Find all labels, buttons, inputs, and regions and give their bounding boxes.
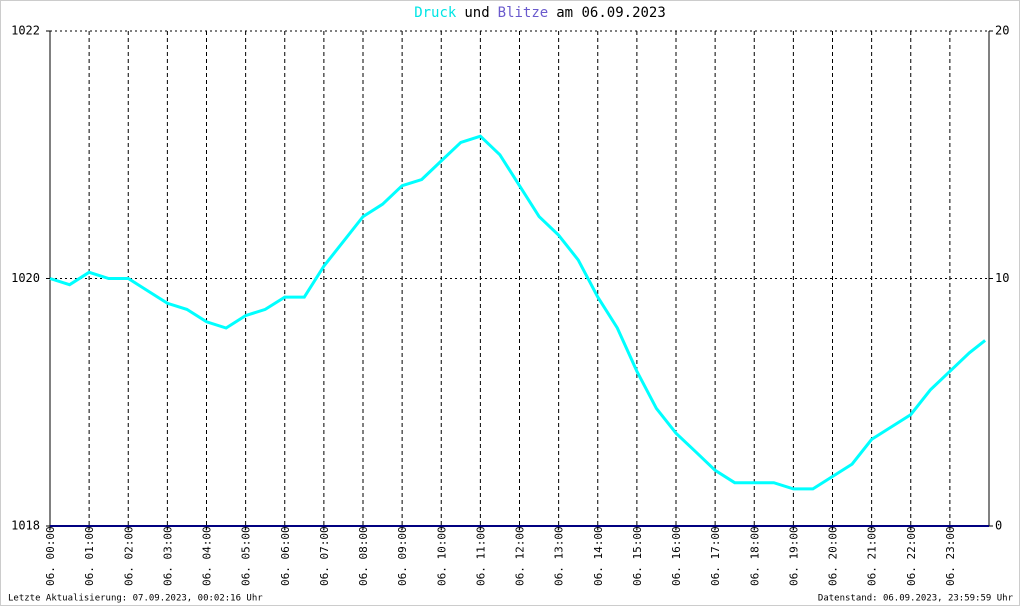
x-tick-label: 06. 14:00	[592, 526, 605, 586]
y2-tick-label: 10	[995, 271, 1009, 285]
x-tick-label: 06. 13:00	[553, 526, 566, 586]
x-tick-label: 06. 03:00	[161, 526, 174, 586]
y2-tick-label: 0	[995, 519, 1002, 533]
x-tick-label: 06. 10:00	[435, 526, 448, 586]
title-part: Blitze	[498, 5, 549, 21]
x-tick-label: 06. 08:00	[357, 526, 370, 586]
y2-tick-label: 20	[995, 24, 1009, 38]
x-tick-label: 06. 21:00	[866, 526, 879, 586]
y-tick-label: 1018	[11, 519, 40, 533]
title-part: Druck	[414, 5, 457, 21]
series-line	[49, 134, 987, 491]
x-tick-label: 06. 19:00	[787, 526, 800, 586]
x-tick-label: 06. 04:00	[201, 526, 214, 586]
x-tick-label: 06. 00:00	[44, 526, 57, 586]
footer-right: Datenstand: 06.09.2023, 23:59:59 Uhr	[818, 594, 1014, 604]
x-tick-label: 06. 11:00	[474, 526, 487, 586]
x-tick-label: 06. 22:00	[905, 526, 918, 586]
x-tick-label: 06. 09:00	[396, 526, 409, 586]
x-tick-label: 06. 01:00	[83, 526, 96, 586]
title-part: und	[464, 5, 489, 21]
x-tick-label: 06. 12:00	[514, 526, 527, 586]
x-tick-label: 06. 17:00	[709, 526, 722, 586]
x-tick-label: 06. 06:00	[279, 526, 292, 586]
y-tick-label: 1020	[11, 271, 40, 285]
x-tick-label: 06. 15:00	[631, 526, 644, 586]
x-tick-label: 06. 07:00	[318, 526, 331, 586]
y-tick-label: 1022	[11, 24, 40, 38]
x-tick-label: 06. 18:00	[748, 526, 761, 586]
title-part: am 06.09.2023	[556, 5, 666, 21]
x-tick-label: 06. 16:00	[670, 526, 683, 586]
x-tick-label: 06. 23:00	[944, 526, 957, 586]
x-tick-label: 06. 02:00	[122, 526, 135, 586]
x-tick-label: 06. 20:00	[827, 526, 840, 586]
footer-left: Letzte Aktualisierung: 07.09.2023, 00:02…	[8, 594, 263, 604]
chart-title: Druck und Blitze am 06.09.2023	[414, 5, 666, 21]
x-tick-label: 06. 05:00	[240, 526, 253, 586]
